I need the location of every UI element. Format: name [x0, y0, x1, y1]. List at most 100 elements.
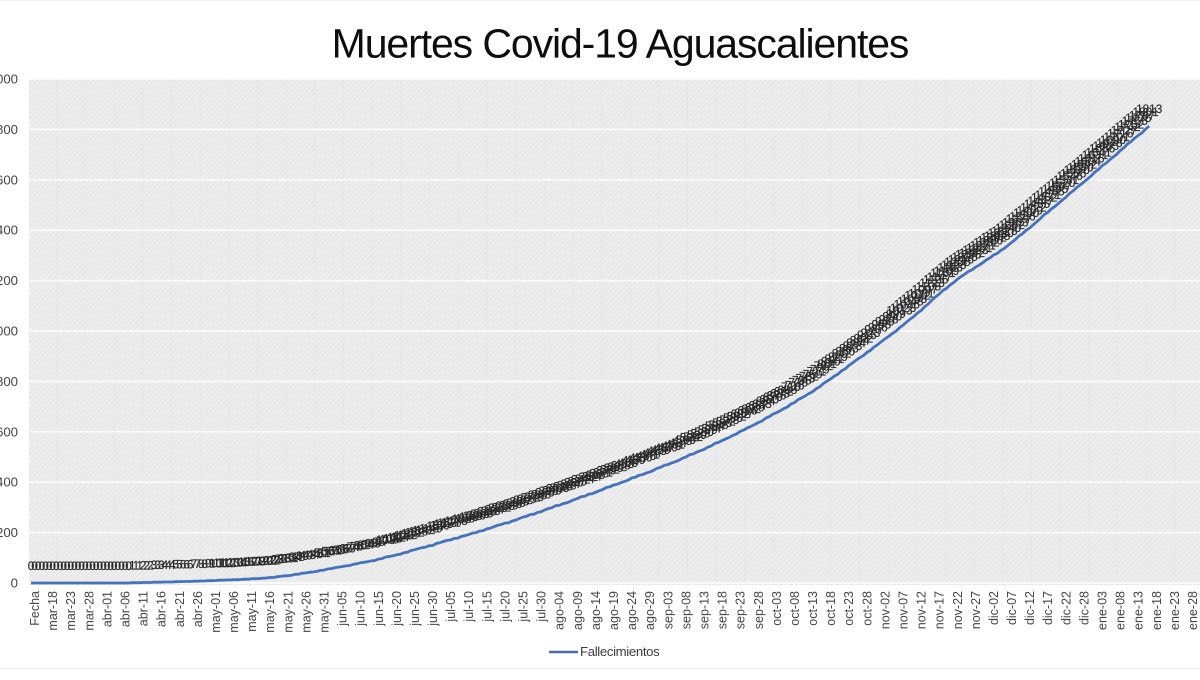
- svg-text:ago-24: ago-24: [625, 591, 639, 630]
- svg-text:1242: 1242: [959, 246, 985, 260]
- svg-text:810: 810: [821, 355, 841, 369]
- svg-text:jul-20: jul-20: [498, 591, 512, 623]
- svg-text:198: 198: [463, 509, 483, 523]
- svg-text:0: 0: [39, 559, 46, 573]
- svg-text:1253: 1253: [962, 243, 989, 257]
- svg-text:mar-23: mar-23: [64, 591, 78, 631]
- svg-text:120: 120: [394, 529, 414, 543]
- svg-text:46: 46: [310, 547, 324, 561]
- svg-text:nov-22: nov-22: [951, 591, 965, 629]
- svg-text:jun-05: jun-05: [336, 591, 350, 627]
- svg-text:800: 800: [0, 374, 18, 389]
- svg-text:238: 238: [495, 499, 515, 513]
- svg-text:jul-30: jul-30: [535, 591, 549, 623]
- svg-text:447: 447: [644, 446, 664, 460]
- svg-text:229: 229: [488, 501, 508, 515]
- svg-text:592: 592: [727, 410, 747, 424]
- svg-text:1161: 1161: [930, 266, 955, 280]
- svg-text:420: 420: [625, 453, 645, 467]
- svg-text:0: 0: [111, 559, 118, 573]
- svg-text:1097: 1097: [912, 282, 938, 296]
- svg-text:44: 44: [307, 548, 321, 562]
- svg-text:330: 330: [564, 476, 584, 490]
- svg-text:1641: 1641: [1085, 145, 1111, 159]
- svg-text:jun-20: jun-20: [390, 591, 404, 627]
- svg-text:342: 342: [571, 473, 591, 487]
- svg-text:1422: 1422: [1020, 201, 1046, 215]
- svg-text:366: 366: [589, 467, 609, 481]
- svg-text:1308: 1308: [984, 229, 1011, 243]
- svg-text:61: 61: [328, 543, 341, 557]
- svg-text:abr-06: abr-06: [119, 591, 133, 627]
- svg-text:283: 283: [531, 488, 551, 502]
- svg-text:63: 63: [332, 543, 346, 557]
- svg-text:1447: 1447: [1027, 194, 1053, 208]
- svg-text:jun-10: jun-10: [354, 591, 368, 627]
- svg-text:26: 26: [274, 552, 288, 566]
- svg-text:206: 206: [470, 507, 490, 521]
- svg-text:ago-09: ago-09: [571, 591, 585, 630]
- svg-text:5: 5: [173, 558, 180, 572]
- svg-text:290: 290: [535, 486, 555, 500]
- svg-text:1665: 1665: [1093, 139, 1120, 153]
- svg-text:dic-28: dic-28: [1077, 591, 1091, 625]
- svg-text:1409: 1409: [1017, 204, 1043, 218]
- svg-text:360: 360: [586, 468, 606, 482]
- svg-text:660: 660: [759, 393, 779, 407]
- svg-text:728: 728: [788, 375, 808, 389]
- svg-text:ene-03: ene-03: [1096, 591, 1110, 630]
- svg-text:14: 14: [234, 555, 248, 569]
- svg-text:1801: 1801: [1132, 105, 1158, 119]
- svg-text:200: 200: [466, 508, 486, 522]
- svg-text:1081: 1081: [908, 286, 934, 300]
- svg-text:oct-08: oct-08: [788, 591, 802, 626]
- svg-text:430: 430: [633, 450, 653, 464]
- svg-text:1495: 1495: [1042, 182, 1069, 196]
- svg-text:512: 512: [683, 430, 703, 444]
- svg-text:676: 676: [767, 388, 787, 402]
- svg-text:1616: 1616: [1078, 152, 1105, 166]
- svg-text:ago-29: ago-29: [643, 591, 657, 630]
- svg-text:ene-28: ene-28: [1186, 591, 1200, 630]
- svg-text:743: 743: [796, 372, 816, 386]
- svg-text:sep-28: sep-28: [752, 591, 766, 629]
- svg-text:470: 470: [658, 440, 678, 454]
- svg-text:1386: 1386: [1009, 210, 1036, 224]
- svg-text:801: 801: [817, 357, 837, 371]
- svg-text:1435: 1435: [1024, 197, 1051, 211]
- svg-text:1072: 1072: [904, 289, 930, 303]
- svg-text:jun-25: jun-25: [408, 591, 422, 627]
- svg-text:265: 265: [517, 492, 537, 506]
- svg-text:oct-13: oct-13: [806, 591, 820, 626]
- svg-text:abr-21: abr-21: [173, 591, 187, 627]
- svg-text:4: 4: [162, 558, 169, 572]
- svg-text:1600: 1600: [0, 172, 18, 187]
- svg-text:108: 108: [383, 532, 403, 546]
- svg-text:sep-13: sep-13: [698, 591, 712, 629]
- svg-text:554: 554: [705, 419, 725, 433]
- svg-text:408: 408: [618, 456, 638, 470]
- svg-text:520: 520: [687, 428, 707, 442]
- svg-text:262: 262: [513, 493, 533, 507]
- svg-text:82: 82: [357, 538, 370, 552]
- svg-text:0: 0: [97, 559, 104, 573]
- svg-text:296: 296: [539, 484, 559, 498]
- svg-text:622: 622: [741, 402, 761, 416]
- svg-text:467: 467: [654, 441, 674, 455]
- svg-text:829: 829: [828, 350, 848, 364]
- svg-text:308: 308: [549, 481, 569, 495]
- svg-text:dic-17: dic-17: [1041, 591, 1055, 625]
- svg-text:335: 335: [568, 474, 588, 488]
- svg-text:1205: 1205: [944, 255, 971, 269]
- svg-text:509: 509: [680, 431, 700, 445]
- svg-text:0: 0: [82, 559, 89, 573]
- svg-text:558: 558: [709, 418, 729, 432]
- svg-text:0: 0: [104, 559, 111, 573]
- svg-text:710: 710: [781, 380, 801, 394]
- svg-text:1: 1: [129, 559, 136, 573]
- svg-text:2: 2: [140, 558, 147, 572]
- svg-text:1813: 1813: [1136, 102, 1163, 116]
- svg-text:0: 0: [35, 559, 42, 573]
- svg-text:315: 315: [553, 479, 573, 493]
- svg-text:792: 792: [814, 359, 834, 373]
